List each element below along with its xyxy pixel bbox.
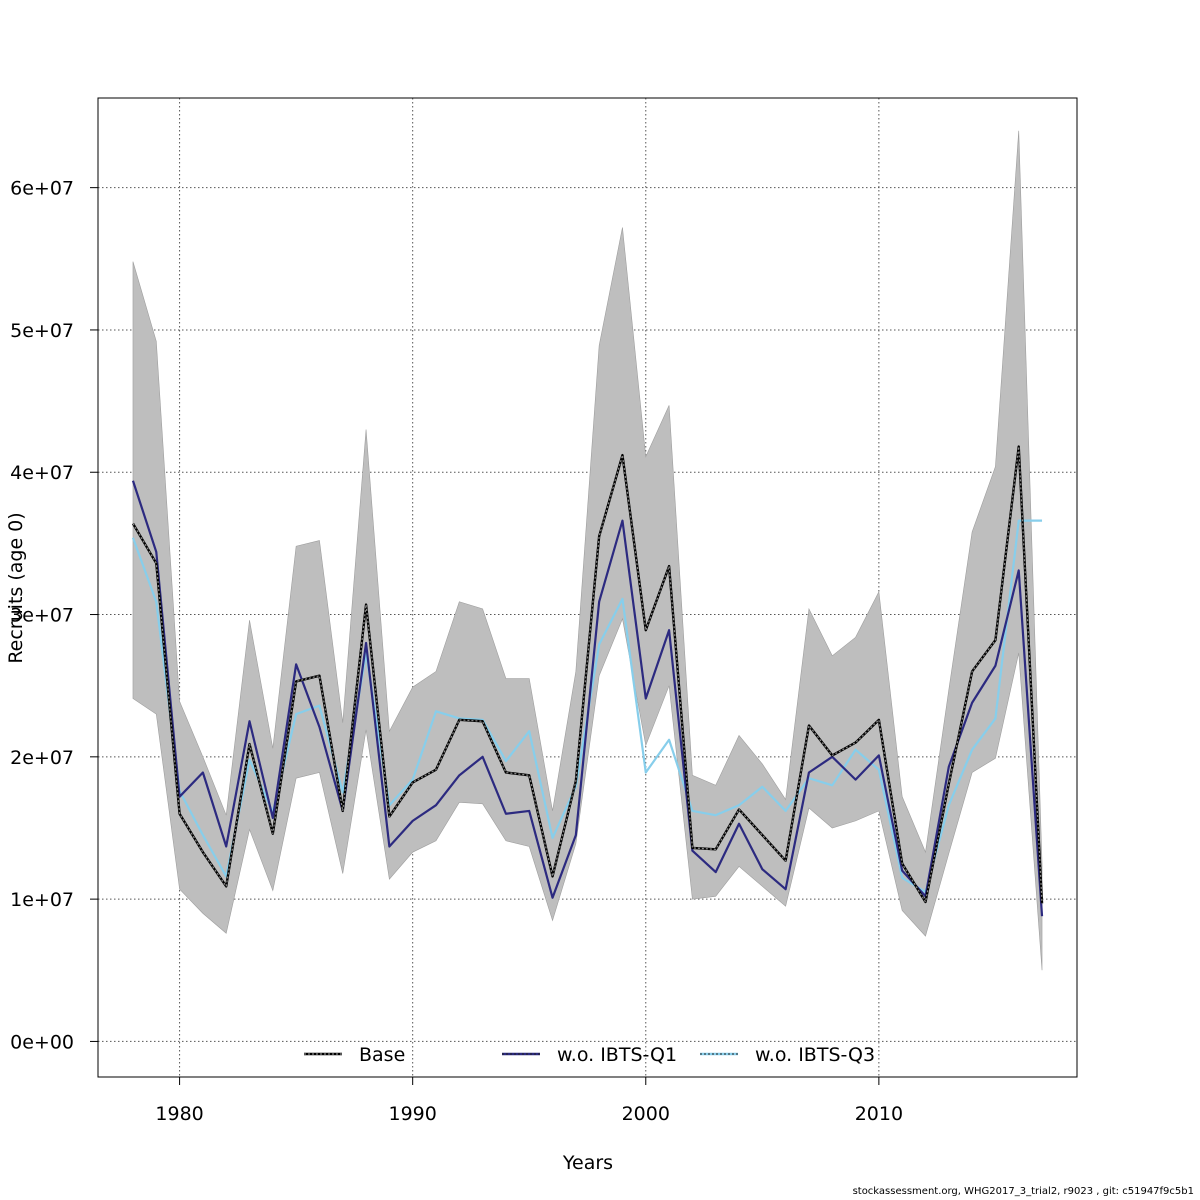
y-tick-label-1: 1e+07 [10, 889, 74, 911]
y-tick-label-2: 2e+07 [10, 747, 74, 769]
x-tick-label-2: 2000 [622, 1103, 670, 1125]
confidence-band-area [132, 130, 1043, 971]
plot-frame [97, 97, 1078, 1078]
confidence-band [132, 130, 1043, 971]
y-tick-label-4: 4e+07 [10, 462, 74, 484]
legend: Base w.o. IBTS-Q1 w.o. IBTS-Q3 [304, 1044, 875, 1066]
series-line-w-o-ibts-q1 [131, 480, 1044, 917]
y-axis-title: Recruits (age 0) [5, 512, 27, 663]
legend-base-label: Base [359, 1044, 405, 1066]
footer-credit: stockassessment.org, WHG2017_3_trial2, r… [852, 1186, 1194, 1197]
y-tick-label-5: 5e+07 [10, 320, 74, 342]
x-tick-label-1: 1990 [388, 1103, 436, 1125]
x-tick-label-0: 1980 [155, 1103, 203, 1125]
series-lines [131, 445, 1044, 917]
x-axis: 1980 1990 2000 2010 [155, 1077, 903, 1125]
y-tick-label-0: 0e+00 [10, 1031, 74, 1053]
x-axis-title: Years [562, 1152, 613, 1174]
y-tick-label-3: 3e+07 [10, 605, 74, 627]
x-tick-label-3: 2010 [855, 1103, 903, 1125]
y-axis: 0e+00 1e+07 2e+07 3e+07 4e+07 5e+07 6e+07 [10, 178, 98, 1053]
legend-w-o-ibts-q1-label: w.o. IBTS-Q1 [557, 1044, 677, 1066]
y-tick-label-6: 6e+07 [10, 178, 74, 200]
legend-w-o-ibts-q3-label: w.o. IBTS-Q3 [755, 1044, 875, 1066]
series-line-base-overlay [132, 446, 1043, 904]
